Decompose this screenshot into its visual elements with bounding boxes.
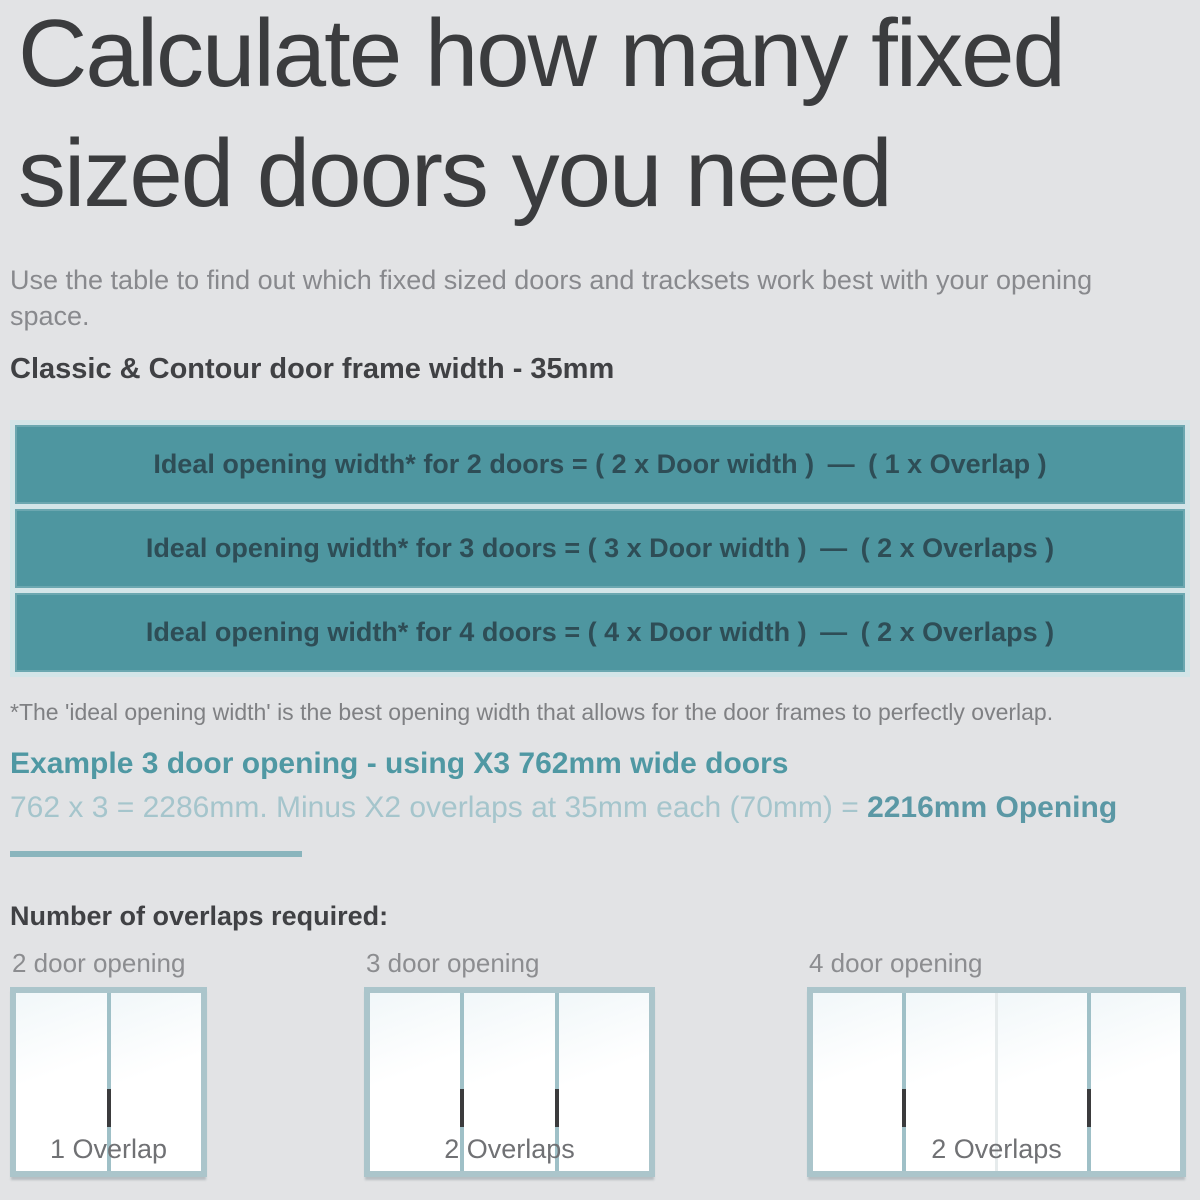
formula-text: Ideal opening width* for 4 doors = ( 4 x… bbox=[145, 616, 1055, 647]
door-overlap-seam bbox=[106, 993, 111, 1172]
door-overlap-seam bbox=[554, 993, 559, 1172]
door-panel bbox=[110, 993, 201, 1172]
overlap-count-label: 2 Overlaps bbox=[444, 1134, 575, 1165]
door-panel bbox=[1091, 993, 1180, 1172]
door-box-3: 2 Overlaps bbox=[364, 987, 655, 1178]
formula-text: Ideal opening width* for 2 doors = ( 2 x… bbox=[153, 448, 1047, 479]
overlap-mark bbox=[554, 1089, 559, 1128]
door-panel bbox=[370, 993, 461, 1172]
door-panel bbox=[998, 993, 1087, 1172]
example-calc-prefix: 762 x 3 = 2286mm. Minus X2 overlaps at 3… bbox=[10, 790, 868, 824]
overlap-mark bbox=[106, 1089, 111, 1128]
door-box-2: 1 Overlap bbox=[10, 987, 207, 1178]
door-panel bbox=[906, 993, 995, 1172]
overlap-count-label: 2 Overlaps bbox=[931, 1134, 1062, 1165]
formula-row-2-doors: Ideal opening width* for 2 doors = ( 2 x… bbox=[15, 424, 1185, 504]
ideal-width-footnote: *The 'ideal opening width' is the best o… bbox=[10, 698, 1054, 725]
overlaps-heading: Number of overlaps required: bbox=[10, 900, 389, 931]
intro-text: Use the table to find out which fixed si… bbox=[10, 265, 1093, 332]
diagram-4-door-opening: 4 door opening 2 Overlaps bbox=[807, 947, 1186, 1178]
diagram-2-door-opening: 2 door opening 1 Overlap bbox=[10, 947, 207, 1178]
overlap-count-label: 1 Overlap bbox=[49, 1134, 168, 1165]
example-calc-result: 2216mm Opening bbox=[867, 790, 1118, 824]
overlap-mark bbox=[1087, 1089, 1091, 1128]
door-panel bbox=[813, 993, 902, 1172]
door-panel bbox=[464, 993, 555, 1172]
diagram-3-door-opening: 3 door opening 2 Overlaps bbox=[364, 947, 655, 1178]
frame-width-heading: Classic & Contour door frame width - 35m… bbox=[10, 352, 615, 385]
door-joint-seam bbox=[995, 993, 998, 1172]
door-panel bbox=[16, 993, 107, 1172]
formula-row-3-doors: Ideal opening width* for 3 doors = ( 3 x… bbox=[15, 508, 1185, 588]
diagram-label: 4 door opening bbox=[809, 947, 983, 978]
formula-row-4-doors: Ideal opening width* for 4 doors = ( 4 x… bbox=[15, 592, 1185, 672]
door-overlap-seam bbox=[902, 993, 906, 1172]
formula-table: Ideal opening width* for 2 doors = ( 2 x… bbox=[10, 419, 1190, 677]
diagram-label: 2 door opening bbox=[12, 947, 186, 978]
door-panel bbox=[558, 993, 649, 1172]
overlap-diagrams: 2 door opening 1 Overlap 3 door opening bbox=[10, 948, 1190, 1188]
section-divider bbox=[10, 850, 302, 857]
example-heading: Example 3 door opening - using X3 762mm … bbox=[10, 746, 789, 780]
door-box-4: 2 Overlaps bbox=[807, 987, 1186, 1178]
door-overlap-seam bbox=[1087, 993, 1091, 1172]
example-calculation: 762 x 3 = 2286mm. Minus X2 overlaps at 3… bbox=[10, 788, 1190, 827]
diagram-label: 3 door opening bbox=[366, 947, 540, 978]
formula-text: Ideal opening width* for 3 doors = ( 3 x… bbox=[145, 532, 1055, 563]
overlap-mark bbox=[902, 1089, 906, 1128]
overlap-mark bbox=[460, 1089, 465, 1128]
page-title: Calculate how many fixed sized doors you… bbox=[18, 0, 1066, 227]
door-overlap-seam bbox=[460, 993, 465, 1172]
